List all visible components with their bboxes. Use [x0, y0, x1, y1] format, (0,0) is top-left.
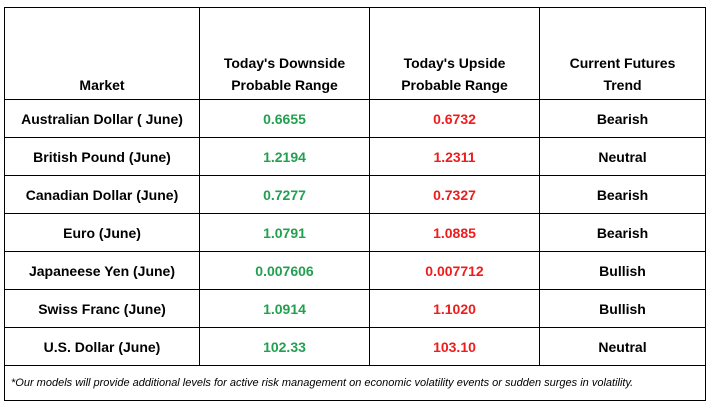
header-row: Market Today's Downside Probable Range To…: [4, 7, 706, 100]
trend-cell: Bullish: [539, 289, 706, 328]
table-row: Euro (June) 1.0791 1.0885 Bearish: [4, 213, 706, 252]
probable-range-table: Market Today's Downside Probable Range To…: [4, 7, 706, 401]
table-row: British Pound (June) 1.2194 1.2311 Neutr…: [4, 137, 706, 176]
trend-cell: Bullish: [539, 251, 706, 290]
downside-cell: 1.0791: [199, 213, 370, 252]
table-body: Australian Dollar ( June) 0.6655 0.6732 …: [4, 99, 706, 366]
table-row: Japaneese Yen (June) 0.007606 0.007712 B…: [4, 251, 706, 290]
downside-cell: 0.007606: [199, 251, 370, 290]
upside-cell: 1.0885: [369, 213, 540, 252]
market-cell: British Pound (June): [4, 137, 200, 176]
downside-cell: 0.6655: [199, 99, 370, 138]
trend-cell: Neutral: [539, 327, 706, 366]
table-footer: *Our models will provide additional leve…: [4, 365, 706, 401]
upside-cell: 1.1020: [369, 289, 540, 328]
upside-cell: 0.6732: [369, 99, 540, 138]
market-cell: Japaneese Yen (June): [4, 251, 200, 290]
market-cell: Euro (June): [4, 213, 200, 252]
table-row: Australian Dollar ( June) 0.6655 0.6732 …: [4, 99, 706, 138]
market-cell: Swiss Franc (June): [4, 289, 200, 328]
upside-cell: 1.2311: [369, 137, 540, 176]
header-downside: Today's Downside Probable Range: [199, 7, 370, 100]
footnote: *Our models will provide additional leve…: [4, 365, 706, 401]
header-trend: Current Futures Trend: [539, 7, 706, 100]
upside-cell: 0.7327: [369, 175, 540, 214]
table-row: Swiss Franc (June) 1.0914 1.1020 Bullish: [4, 289, 706, 328]
downside-cell: 1.0914: [199, 289, 370, 328]
trend-cell: Bearish: [539, 213, 706, 252]
downside-cell: 0.7277: [199, 175, 370, 214]
trend-cell: Neutral: [539, 137, 706, 176]
upside-cell: 103.10: [369, 327, 540, 366]
downside-cell: 1.2194: [199, 137, 370, 176]
market-cell: Australian Dollar ( June): [4, 99, 200, 138]
table-header: Market Today's Downside Probable Range To…: [4, 7, 706, 100]
trend-cell: Bearish: [539, 175, 706, 214]
footnote-row: *Our models will provide additional leve…: [4, 365, 706, 401]
market-cell: U.S. Dollar (June): [4, 327, 200, 366]
header-upside: Today's Upside Probable Range: [369, 7, 540, 100]
table-row: Canadian Dollar (June) 0.7277 0.7327 Bea…: [4, 175, 706, 214]
table-row: U.S. Dollar (June) 102.33 103.10 Neutral: [4, 327, 706, 366]
upside-cell: 0.007712: [369, 251, 540, 290]
downside-cell: 102.33: [199, 327, 370, 366]
market-cell: Canadian Dollar (June): [4, 175, 200, 214]
trend-cell: Bearish: [539, 99, 706, 138]
header-market: Market: [4, 7, 200, 100]
